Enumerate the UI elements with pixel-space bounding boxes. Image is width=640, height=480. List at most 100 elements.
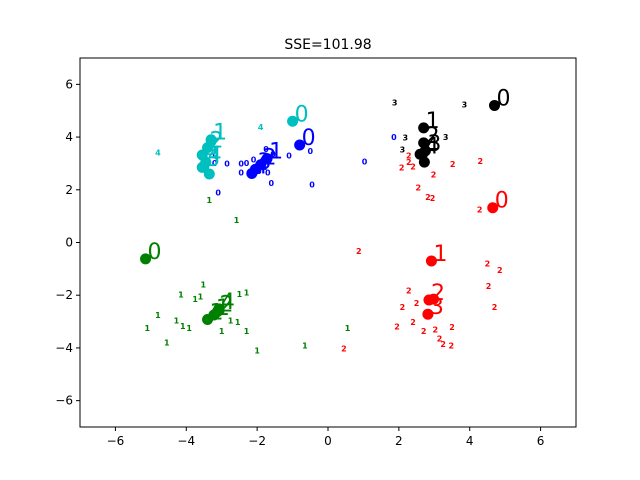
cluster-center-label: 3 bbox=[204, 136, 218, 161]
cluster-center-marker bbox=[428, 293, 440, 305]
data-point-label: 0 bbox=[212, 159, 218, 168]
data-point-label: 2 bbox=[416, 184, 422, 193]
cluster-center-marker bbox=[418, 122, 430, 134]
data-point-label: 4 bbox=[258, 123, 264, 132]
data-point-label: 1 bbox=[235, 318, 241, 327]
data-point-label: 1 bbox=[178, 290, 184, 299]
y-tick-label: 6 bbox=[65, 77, 73, 91]
data-point-label: 1 bbox=[244, 289, 250, 298]
y-tick-label: 0 bbox=[65, 236, 73, 250]
cluster-center-marker bbox=[213, 303, 225, 315]
data-point-label: 1 bbox=[164, 339, 170, 348]
data-point-label: 2 bbox=[394, 322, 400, 331]
data-point-label: 2 bbox=[406, 152, 412, 161]
cluster-center-label: 4 bbox=[425, 134, 439, 159]
data-point-label: 1 bbox=[345, 324, 351, 333]
data-point-label: 2 bbox=[437, 335, 443, 344]
data-point-label: 0 bbox=[391, 133, 397, 142]
data-point-label: 3 bbox=[400, 146, 406, 155]
cluster-center-marker bbox=[425, 255, 437, 267]
data-point-label: 1 bbox=[192, 295, 198, 304]
x-tick-label: 6 bbox=[537, 434, 545, 448]
x-tick-label: −6 bbox=[107, 434, 125, 448]
data-point-label: 2 bbox=[414, 299, 420, 308]
data-point-label: 2 bbox=[406, 287, 412, 296]
cluster-center-label: 4 bbox=[208, 143, 222, 168]
data-point-label: 1 bbox=[180, 322, 186, 331]
data-point-label: 2 bbox=[477, 206, 483, 215]
data-point-label: 1 bbox=[237, 290, 243, 299]
data-point-label: 1 bbox=[254, 347, 260, 356]
cluster-center-label: 3 bbox=[206, 147, 220, 172]
data-point-label: 2 bbox=[497, 266, 503, 275]
y-axis: −6 −4 −2 0 2 4 6 bbox=[55, 77, 80, 408]
data-point-label: 2 bbox=[425, 193, 431, 202]
data-point-label: 1 bbox=[186, 324, 192, 333]
data-point-label: 0 bbox=[307, 147, 313, 156]
cluster-center-label: 0 bbox=[302, 126, 316, 151]
cluster-center-label: 2 bbox=[263, 146, 277, 171]
data-point-label: 0 bbox=[265, 169, 271, 178]
cluster-center-marker bbox=[246, 167, 258, 179]
data-point-label: 1 bbox=[302, 341, 308, 350]
data-point-label: 2 bbox=[431, 170, 437, 179]
cluster-center-label: 3 bbox=[257, 150, 271, 175]
data-point-label: 0 bbox=[238, 169, 244, 178]
data-point-label: 1 bbox=[155, 311, 161, 320]
cluster-center-marker bbox=[487, 202, 499, 214]
data-point-label: 2 bbox=[399, 163, 405, 172]
cluster-center-label: 1 bbox=[213, 121, 227, 146]
data-point-label: 2 bbox=[410, 318, 416, 327]
cluster-center-label: 1 bbox=[433, 242, 447, 267]
data-point-label: 0 bbox=[238, 159, 244, 168]
data-point-label: 0 bbox=[270, 150, 276, 159]
data-point-label: 2 bbox=[400, 303, 406, 312]
data-point-label: 0 bbox=[215, 188, 221, 197]
x-tick-label: −2 bbox=[248, 434, 266, 448]
data-point-label: 0 bbox=[362, 158, 368, 167]
data-point-label: 0 bbox=[263, 145, 269, 154]
cluster-center-label: 4 bbox=[254, 154, 268, 179]
data-point-label: 2 bbox=[421, 327, 427, 336]
data-point-label: 0 bbox=[251, 155, 257, 164]
cluster-center-marker bbox=[140, 253, 152, 265]
data-point-label: 2 bbox=[449, 341, 455, 350]
data-point-label: 1 bbox=[207, 196, 213, 205]
data-point-label: 3 bbox=[462, 101, 468, 110]
data-point-label: 0 bbox=[213, 152, 219, 161]
data-point-label: 0 bbox=[244, 159, 250, 168]
y-tick-label: −2 bbox=[55, 288, 73, 302]
cluster-center-marker bbox=[422, 308, 434, 320]
data-point-label: 1 bbox=[244, 327, 250, 336]
data-point-label: 1 bbox=[219, 327, 225, 336]
cluster-center-marker bbox=[287, 115, 299, 127]
cluster-center-label: 0 bbox=[295, 102, 309, 127]
data-point-label: 2 bbox=[430, 194, 436, 203]
data-point-label: 1 bbox=[174, 316, 180, 325]
chart-title: SSE=101.98 bbox=[284, 37, 371, 53]
data-point-label: 2 bbox=[410, 163, 416, 172]
data-point-label: 2 bbox=[341, 345, 347, 354]
data-point-label: 2 bbox=[406, 158, 412, 167]
cluster-center-label: 0 bbox=[148, 240, 162, 265]
cluster-center-label: 2 bbox=[426, 124, 440, 149]
cluster-center-marker bbox=[418, 156, 430, 168]
data-point-label: 4 bbox=[155, 148, 161, 157]
data-point-label: 3 bbox=[392, 98, 398, 107]
x-tick-label: 4 bbox=[466, 434, 474, 448]
data-point-label: 3 bbox=[443, 133, 449, 142]
data-point-label: 2 bbox=[433, 325, 439, 334]
x-tick-label: 2 bbox=[395, 434, 403, 448]
cluster-center-label: 1 bbox=[426, 109, 440, 134]
data-point-label: 3 bbox=[402, 134, 408, 143]
cluster-center-marker bbox=[196, 161, 208, 173]
data-point-label: 2 bbox=[492, 303, 498, 312]
y-tick-label: 4 bbox=[65, 130, 73, 144]
data-point-label: 0 bbox=[269, 179, 275, 188]
cluster-center-marker bbox=[294, 139, 306, 151]
cluster-center-label: 0 bbox=[497, 86, 511, 111]
y-tick-label: −4 bbox=[55, 341, 73, 355]
data-point-label: 2 bbox=[485, 260, 491, 269]
